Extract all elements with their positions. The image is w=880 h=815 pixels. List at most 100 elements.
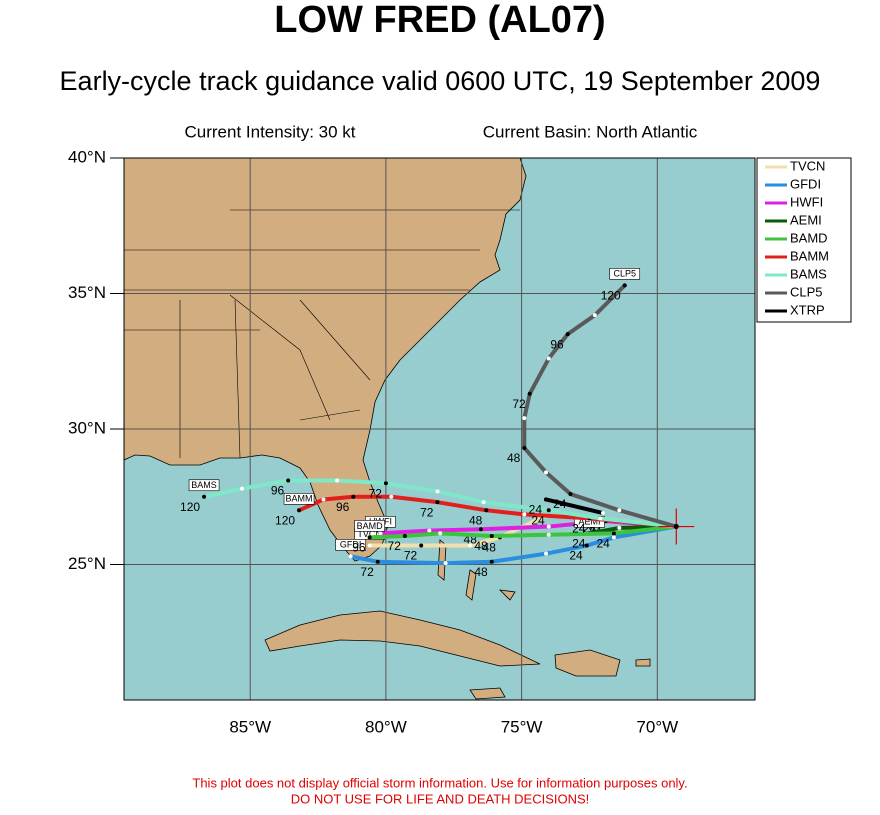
hour-label: 96 bbox=[271, 484, 285, 498]
track-point bbox=[378, 531, 383, 536]
track-point bbox=[321, 497, 326, 502]
axes: 85°W 80°W 75°W 70°W 25°N 30°N 35°N 40°N bbox=[68, 147, 678, 736]
track-point bbox=[546, 356, 551, 361]
hour-label: 24 bbox=[572, 522, 586, 536]
track-point bbox=[598, 516, 603, 521]
track-point bbox=[351, 494, 356, 499]
track-point bbox=[546, 524, 551, 529]
model-tag-box bbox=[335, 539, 366, 551]
track-point bbox=[389, 494, 394, 499]
lat-label: 35°N bbox=[68, 283, 106, 302]
hour-label: 72 bbox=[388, 539, 402, 553]
model-tag: GFDI bbox=[340, 540, 362, 550]
land bbox=[124, 158, 651, 700]
track-point bbox=[565, 332, 570, 337]
hour-label: 24 bbox=[597, 537, 611, 551]
hispaniola bbox=[554, 649, 621, 677]
track-point bbox=[617, 508, 622, 513]
map-area: 244872TVCN244872GFDI2448HWFI24AEMI244872… bbox=[124, 158, 755, 700]
track-point bbox=[443, 561, 448, 566]
model-tag: CLP5 bbox=[613, 269, 636, 279]
legend-label: BAMD bbox=[790, 230, 828, 245]
model-tag: BAMD bbox=[357, 521, 384, 531]
track-point bbox=[419, 543, 424, 548]
track-point bbox=[522, 416, 527, 421]
title: LOW FRED (AL07) bbox=[274, 0, 605, 41]
hour-label: 48 bbox=[474, 539, 488, 553]
hour-label: 96 bbox=[336, 500, 350, 514]
hour-label: 72 bbox=[420, 505, 434, 519]
state-borders bbox=[124, 209, 520, 459]
legend-label: TVCN bbox=[790, 158, 825, 173]
legend-items: TVCN GFDI HWFI AEMI BAMD BAMM BAMS CLP5 XTRP bbox=[765, 158, 829, 317]
hour-label: 24 bbox=[531, 513, 545, 527]
track-point bbox=[527, 391, 532, 396]
disclaimer: This plot does not display official stor… bbox=[192, 775, 687, 790]
legend-label: HWFI bbox=[790, 194, 823, 209]
legend-label: AEMI bbox=[790, 212, 822, 227]
track-point bbox=[427, 528, 432, 533]
track-point bbox=[435, 500, 440, 505]
warning: DO NOT USE FOR LIFE AND DEATH DECISIONS! bbox=[291, 791, 590, 806]
track-point bbox=[568, 492, 573, 497]
hour-label: 96 bbox=[352, 541, 366, 555]
track-point bbox=[240, 486, 245, 491]
puerto-rico bbox=[635, 658, 651, 667]
model-tag-box bbox=[188, 479, 220, 492]
hour-label: 72 bbox=[404, 549, 418, 563]
track-point bbox=[592, 313, 597, 318]
track-point bbox=[484, 508, 489, 513]
track-point bbox=[584, 543, 589, 548]
hour-label: 48 bbox=[483, 541, 497, 555]
hour-label: 24 bbox=[572, 537, 586, 551]
track bbox=[202, 478, 679, 529]
hour-label: 96 bbox=[550, 337, 564, 351]
borders bbox=[124, 209, 520, 459]
legend-label: BAMM bbox=[790, 248, 829, 263]
track-point bbox=[402, 534, 407, 539]
track-point bbox=[468, 543, 473, 548]
track-point bbox=[601, 511, 606, 516]
cuba bbox=[264, 610, 541, 667]
jamaica bbox=[469, 687, 506, 700]
track-point bbox=[611, 531, 616, 536]
track-point bbox=[438, 531, 443, 536]
subtitle: Early-cycle track guidance valid 0600 UT… bbox=[60, 66, 821, 96]
track-point bbox=[297, 508, 302, 513]
track-point bbox=[544, 470, 549, 475]
track-point bbox=[202, 494, 207, 499]
track-point bbox=[383, 481, 388, 486]
track-point bbox=[367, 543, 372, 548]
lon-label: 80°W bbox=[365, 717, 407, 736]
track bbox=[348, 524, 679, 566]
hour-label: 48 bbox=[469, 513, 483, 527]
track-point bbox=[622, 283, 627, 288]
track-point bbox=[478, 527, 483, 532]
hour-label: 24 bbox=[529, 503, 543, 517]
hour-label: 120 bbox=[601, 289, 621, 303]
track-point bbox=[375, 559, 380, 564]
track-point bbox=[286, 478, 291, 483]
intensity: Current Intensity: 30 kt bbox=[184, 122, 355, 141]
basin: Current Basin: North Atlantic bbox=[483, 122, 698, 141]
legend-label: XTRP bbox=[790, 302, 825, 317]
model-tag: TVCN bbox=[357, 529, 382, 539]
model-tag: BAMM bbox=[286, 494, 313, 504]
track-point bbox=[544, 551, 549, 556]
track-point bbox=[335, 478, 340, 483]
hour-label: 24 bbox=[569, 549, 583, 563]
track-point bbox=[489, 559, 494, 564]
model-tag-box bbox=[354, 520, 385, 532]
legend-label: GFDI bbox=[790, 176, 821, 191]
track-point bbox=[544, 497, 549, 502]
track bbox=[544, 497, 606, 516]
track-point bbox=[617, 525, 622, 530]
legend-label: CLP5 bbox=[790, 284, 823, 299]
track-point bbox=[611, 535, 616, 540]
lat-label: 40°N bbox=[68, 147, 106, 166]
model-tag: AEMI bbox=[578, 517, 600, 527]
track-point bbox=[489, 534, 494, 539]
current-dot bbox=[673, 524, 679, 530]
track-point bbox=[435, 489, 440, 494]
track-point bbox=[546, 532, 551, 537]
